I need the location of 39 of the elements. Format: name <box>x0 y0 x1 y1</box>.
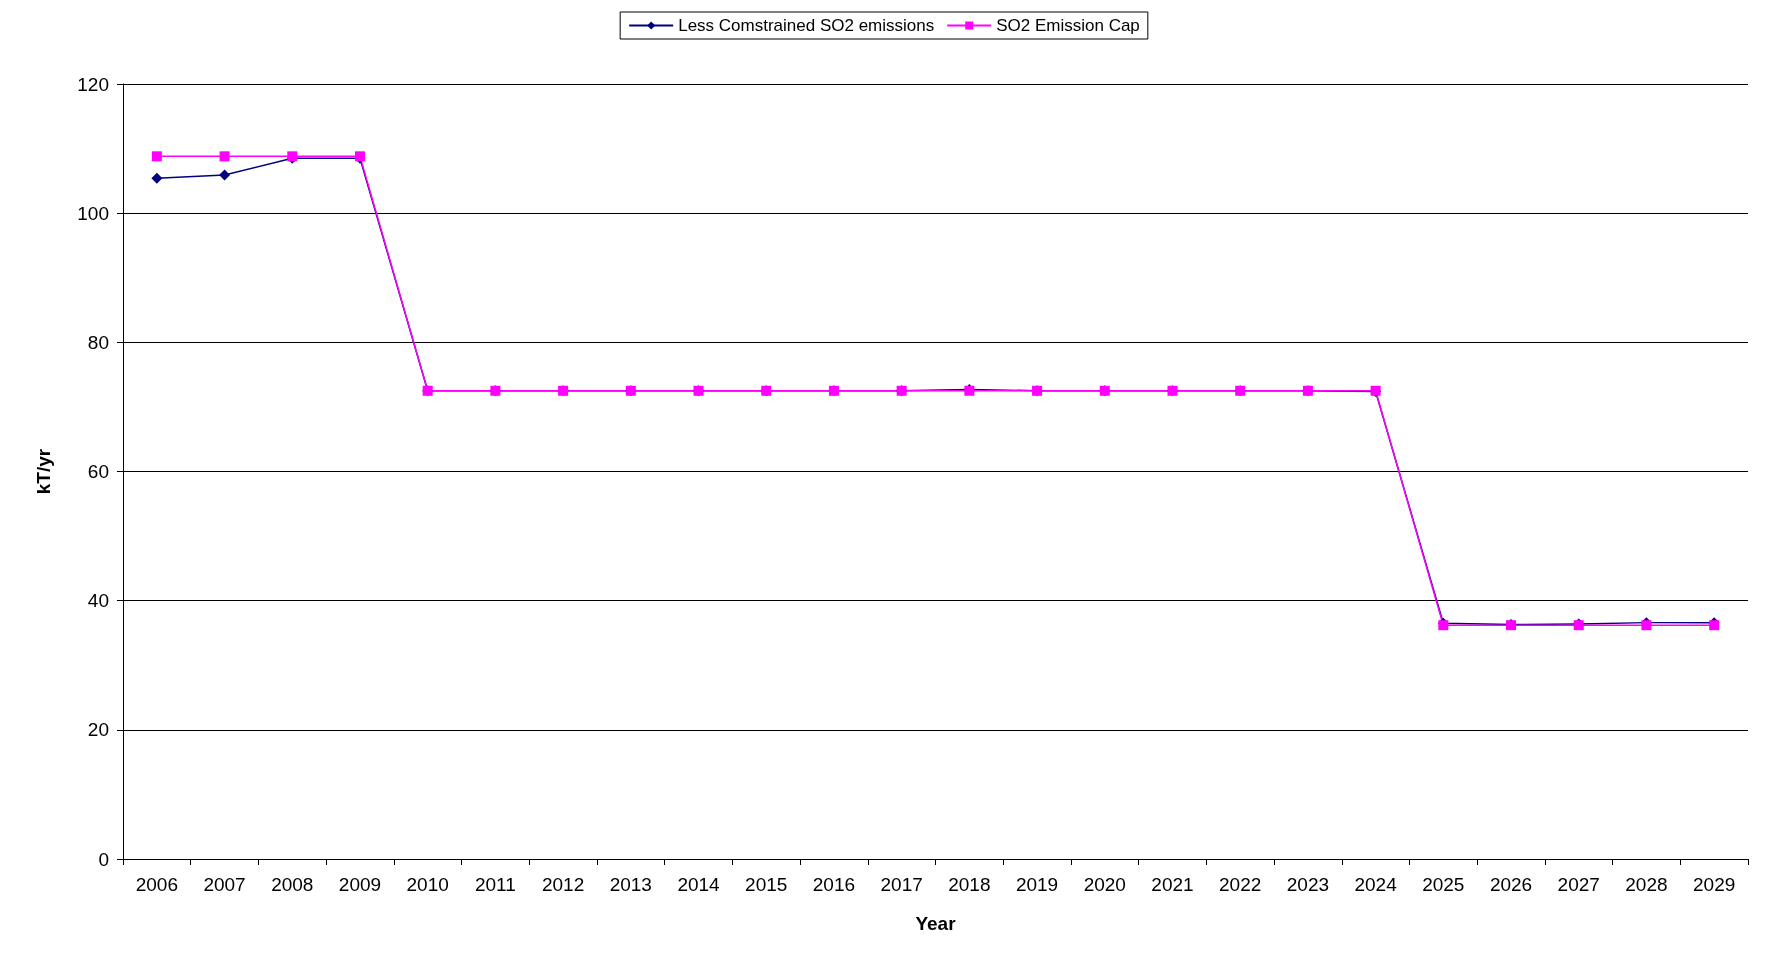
point <box>219 151 230 162</box>
x-tick-label: 2013 <box>609 874 652 895</box>
x-tick-label: 2008 <box>271 874 314 895</box>
point <box>219 169 231 181</box>
legend-label: SO2 Emission Cap <box>996 16 1140 35</box>
legend-label: Less Comstrained SO2 emissions <box>678 16 935 35</box>
y-tick-label: 0 <box>98 848 109 870</box>
x-tick-label: 2014 <box>677 874 721 895</box>
y-tick-label: 120 <box>77 73 109 95</box>
x-tick-label: 2006 <box>135 874 178 895</box>
x-tick-label: 2027 <box>1557 874 1600 895</box>
y-tick-label: 60 <box>87 461 109 482</box>
x-tick-label: 2010 <box>406 874 449 895</box>
x-tick-label: 2023 <box>1286 874 1330 895</box>
x-tick-label: 2020 <box>1083 874 1126 895</box>
x-tick-label: 2021 <box>1151 874 1194 895</box>
x-tick-label: 2009 <box>338 874 382 895</box>
x-tick-label: 2018 <box>948 874 991 895</box>
x-axis-title: Year <box>915 913 957 934</box>
x-tick-label: 2025 <box>1422 874 1465 895</box>
y-axis-title: kT/yr <box>33 448 54 495</box>
y-tick-label: 100 <box>77 202 109 224</box>
x-tick-label: 2012 <box>541 874 585 895</box>
x-tick-label: 2007 <box>203 874 246 895</box>
x-tick-label: 2015 <box>745 874 788 895</box>
point <box>151 151 162 162</box>
y-tick-label: 20 <box>87 719 109 741</box>
x-tick-label: 2017 <box>880 874 923 895</box>
x-tick-label: 2029 <box>1693 874 1736 895</box>
x-tick-label: 2016 <box>812 874 856 895</box>
x-tick-label: 2022 <box>1219 874 1262 895</box>
point <box>151 172 163 184</box>
y-tick-label: 40 <box>87 590 109 612</box>
x-tick-label: 2019 <box>1015 874 1059 895</box>
x-tick-label: 2028 <box>1625 874 1668 895</box>
x-tick-label: 2026 <box>1489 874 1533 895</box>
x-tick-label: 2024 <box>1354 874 1398 895</box>
x-tick-label: 2011 <box>474 874 516 895</box>
y-tick-label: 80 <box>87 331 109 353</box>
